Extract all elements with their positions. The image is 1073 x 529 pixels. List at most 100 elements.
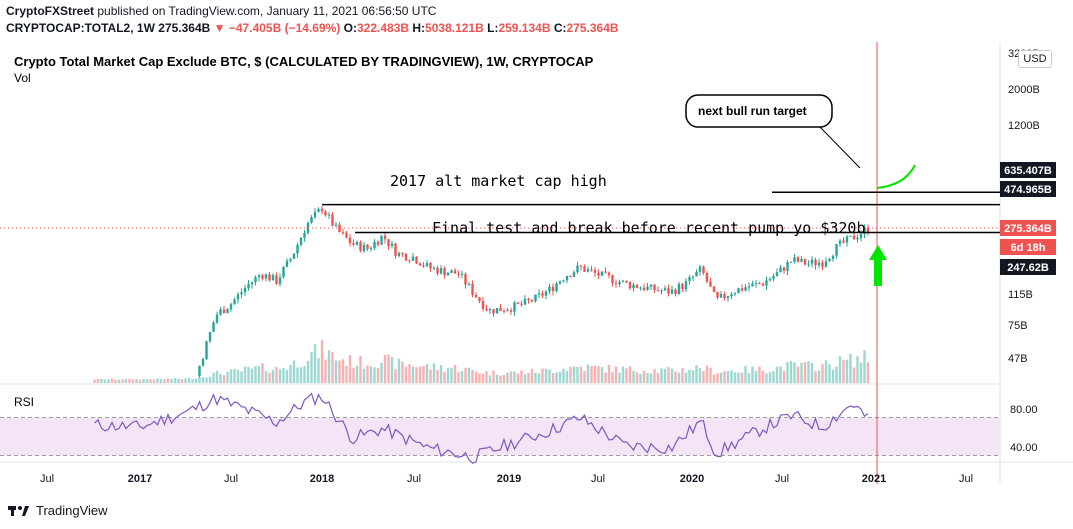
volume-bar (149, 379, 152, 383)
bull-target-callout[interactable] (685, 94, 833, 128)
time-tick-label: 2018 (310, 473, 334, 485)
volume-bar (492, 370, 495, 383)
volume-bar (835, 366, 838, 383)
candle (674, 289, 677, 294)
down-arrow-icon: ▼ (213, 21, 226, 35)
volume-bar (226, 371, 229, 383)
candle (254, 277, 257, 283)
alt-high-annotation[interactable]: 2017 alt market cap high (390, 172, 607, 190)
candle (800, 258, 803, 262)
price-badge-label: 6d 18h (1011, 242, 1046, 254)
volume-bar (432, 363, 436, 383)
volume-bar (282, 368, 285, 383)
volume-bar (817, 370, 821, 383)
candle (292, 253, 296, 259)
time-axis[interactable]: Jul 2017 Jul 2018 Jul 2019 Jul 2020 Jul 2021 Jul (40, 473, 973, 485)
candle (768, 278, 772, 281)
volume-bar (789, 360, 793, 383)
candle (628, 282, 632, 289)
volume-bar (107, 379, 110, 383)
volume-bar (590, 366, 593, 383)
volume-bars (93, 340, 870, 383)
volume-bar (114, 379, 117, 383)
volume-bar (180, 379, 184, 383)
volume-bar (821, 364, 824, 383)
volume-bar (170, 379, 173, 383)
volume-bar (656, 372, 660, 383)
candle (831, 255, 835, 259)
candle (390, 243, 394, 246)
candle (590, 269, 593, 271)
volume-bar (614, 366, 618, 383)
candle (418, 263, 422, 266)
volume-bar (831, 369, 835, 383)
candle (607, 272, 611, 276)
candle (387, 239, 390, 246)
volume-bar (457, 371, 460, 383)
volume-bar (103, 379, 107, 383)
candle (772, 276, 775, 279)
price-badge (1000, 220, 1056, 236)
candle (866, 227, 870, 233)
candle (807, 263, 810, 265)
volume-bar (709, 367, 712, 383)
candle (457, 273, 460, 275)
volume-bar (303, 365, 306, 383)
candle (523, 298, 527, 305)
volume-bar (201, 377, 205, 383)
high-value: 5038.121B (425, 21, 484, 35)
publisher-name[interactable]: CryptoFXStreet (6, 4, 95, 18)
candle (485, 308, 488, 311)
chart-title: Crypto Total Market Cap Exclude BTC, $ (… (14, 54, 594, 69)
volume-bar (786, 362, 789, 383)
volume-bar (96, 378, 100, 383)
candle (838, 240, 842, 244)
final-test-annotation[interactable]: Final test and break before recent pump … (432, 219, 865, 237)
volume-bar (450, 367, 453, 383)
candle (320, 208, 324, 212)
candle (208, 331, 212, 342)
volume-bar (261, 363, 264, 383)
volume-bar (646, 372, 649, 383)
candle (660, 290, 663, 292)
price-badge (1000, 259, 1056, 275)
candle (520, 303, 523, 305)
candle (537, 293, 541, 295)
ohlc-line: CRYPTOCAP:TOTAL2, 1W 275.364B ▼ −47.405B… (6, 21, 619, 35)
volume-bar (796, 366, 800, 383)
candle (233, 299, 236, 305)
candle (618, 281, 621, 285)
volume-bar (348, 355, 352, 383)
volume-bar (222, 375, 226, 383)
volume-bar (250, 368, 254, 383)
volume-bar (758, 366, 761, 383)
volume-bar (366, 365, 369, 383)
volume-bar (128, 378, 131, 383)
candle (541, 293, 544, 296)
currency-button[interactable]: USD (1018, 50, 1052, 68)
candle (604, 271, 607, 273)
candle (429, 262, 432, 269)
volume-bar (530, 368, 534, 383)
candle (355, 241, 359, 245)
candle (656, 290, 660, 292)
price-axis[interactable]: 3200B2000B1200B115B75B47B (1008, 48, 1040, 365)
volume-bar (453, 365, 457, 383)
volume-bar (824, 360, 828, 383)
candle (299, 237, 303, 245)
candle (614, 283, 618, 285)
volume-bar (142, 379, 145, 383)
volume-bar (702, 371, 705, 383)
time-tick-label: Jul (591, 473, 605, 485)
volume-bar (548, 369, 551, 383)
volume-bar (677, 372, 681, 383)
projection-arc (876, 164, 916, 189)
footer[interactable]: TradingView (8, 503, 108, 518)
candle (439, 268, 443, 274)
candle (625, 280, 628, 283)
vol-label: Vol (14, 71, 31, 85)
volume-bar (268, 372, 271, 383)
volume-bar (219, 373, 222, 383)
volume-bar (527, 372, 530, 383)
